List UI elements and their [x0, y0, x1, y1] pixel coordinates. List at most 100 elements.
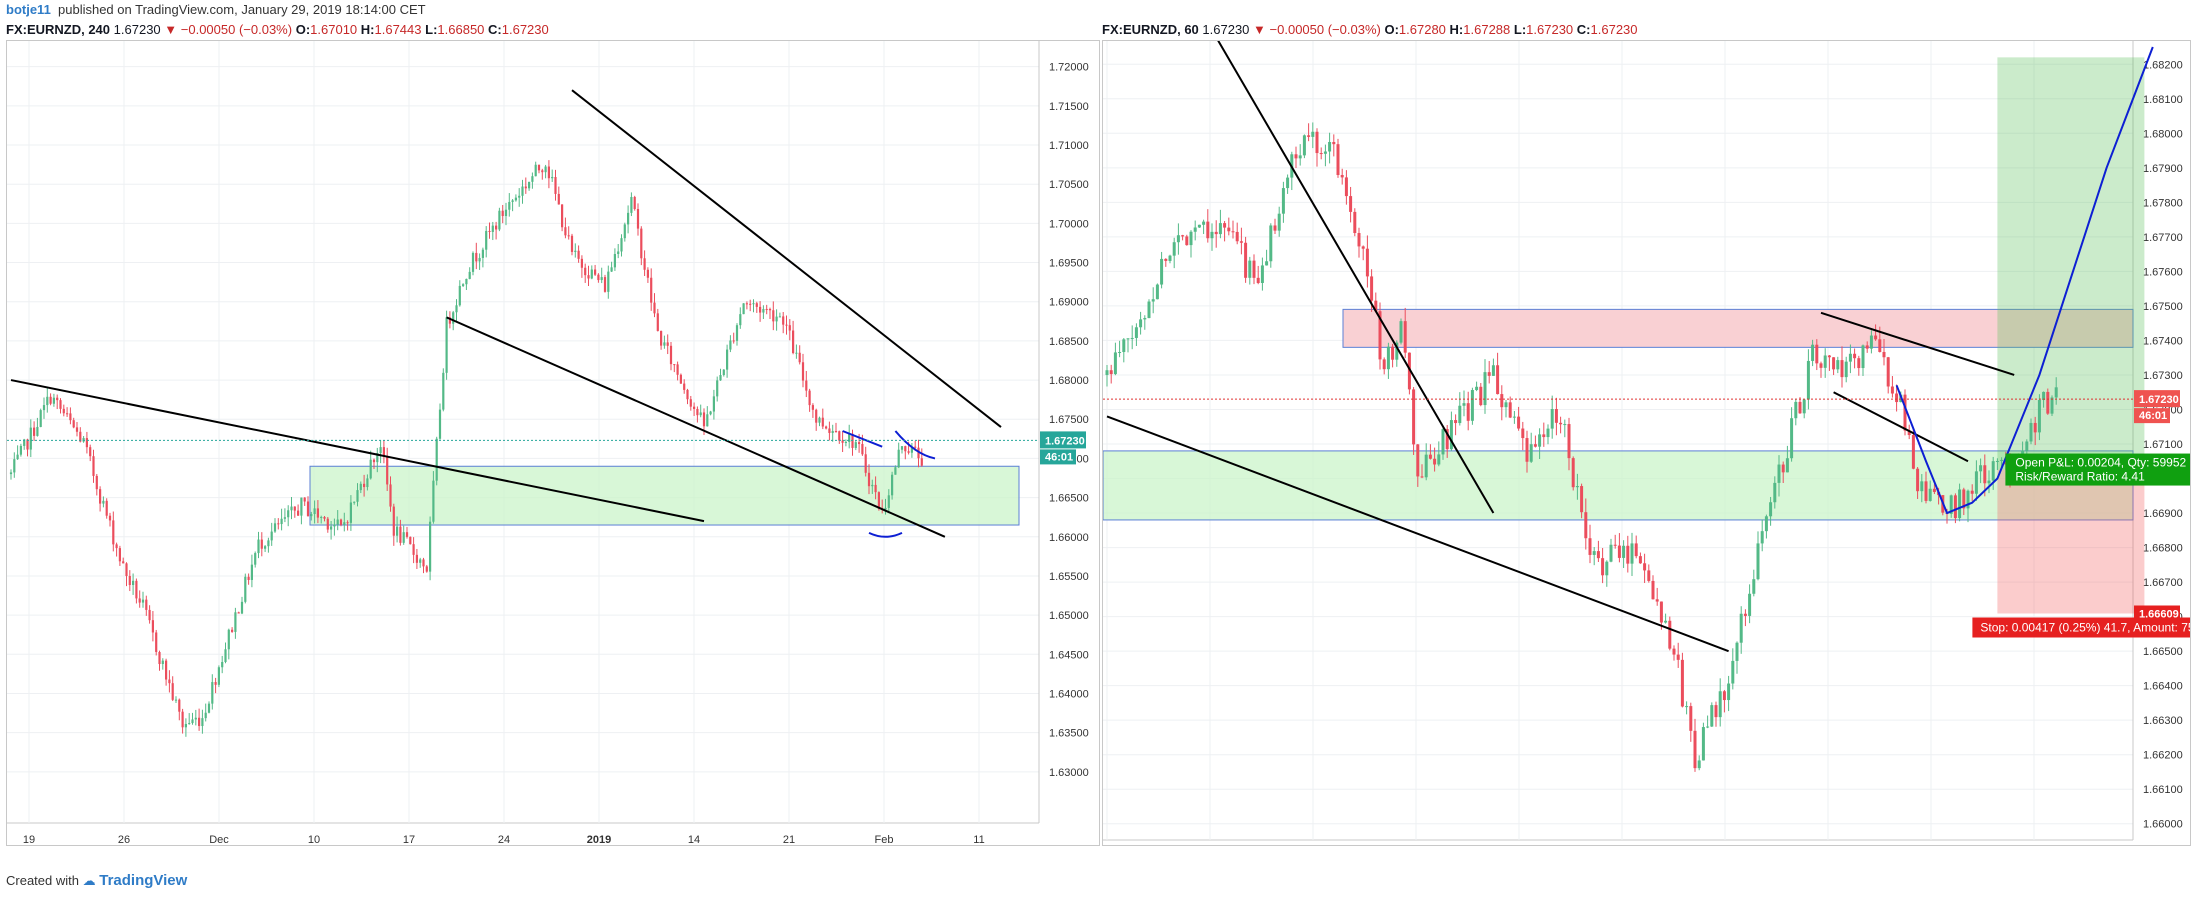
candle-body	[1571, 458, 1575, 488]
left-chart-svg[interactable]: 1.72000 1.71500 1.71000 1.70500 1.70000 1.695…	[7, 41, 1099, 845]
left-symbol[interactable]: FX:EURNZD, 240	[6, 22, 111, 37]
right-change: ▼ −0.00050 (−0.03%)	[1253, 22, 1381, 37]
candle-body	[287, 510, 290, 518]
candle-body	[874, 484, 877, 493]
candle-body	[554, 177, 557, 194]
candle-body	[1903, 394, 1907, 431]
candle-body	[1748, 593, 1752, 616]
candle-body	[914, 446, 917, 448]
candle-body	[732, 340, 735, 342]
candle-body	[1697, 760, 1701, 769]
candle-body	[1680, 659, 1684, 707]
candle-body	[1865, 345, 1869, 349]
trendline[interactable]	[1820, 311, 2015, 376]
candle-body	[1525, 438, 1529, 462]
candle-body	[1512, 416, 1516, 418]
trendline[interactable]	[446, 316, 946, 538]
trendline[interactable]	[1208, 41, 1495, 514]
countdown-box	[2134, 408, 2170, 424]
pnl-box[interactable]	[2005, 453, 2190, 486]
trendline[interactable]	[1833, 391, 1969, 463]
candle-body	[148, 609, 151, 621]
drawn-curve[interactable]	[868, 531, 903, 538]
candle-body	[425, 566, 428, 572]
left-c-label: C:	[488, 22, 502, 37]
support-zone[interactable]	[309, 465, 1020, 526]
position-stop-area[interactable]	[1997, 469, 2145, 614]
candle-body	[1143, 318, 1147, 320]
candle-body	[115, 544, 118, 549]
candle-body	[1470, 390, 1474, 421]
candle-body	[445, 317, 448, 373]
forecast-curve[interactable]	[1895, 46, 2154, 515]
candle-body	[1869, 335, 1873, 349]
candle-body	[570, 235, 574, 252]
candle-body	[772, 310, 775, 322]
candle-body	[1239, 241, 1243, 243]
candle-body	[547, 166, 550, 179]
right-chart-pane[interactable]: 1.68200 1.68100 1.68000 1.67900 1.67800 1.677…	[1102, 40, 2191, 846]
candle-body	[1567, 424, 1571, 459]
candle-body	[646, 269, 649, 278]
candle-body	[679, 374, 682, 384]
candle-body	[894, 467, 897, 475]
candle-body	[23, 439, 26, 446]
candle-body	[1580, 486, 1584, 513]
candle-body	[1617, 545, 1621, 558]
candle-body	[405, 532, 409, 537]
candle-body	[1685, 706, 1689, 708]
candle-body	[1781, 464, 1785, 473]
candle-body	[1676, 654, 1680, 660]
candle-body	[1424, 454, 1428, 478]
candle-body	[514, 197, 517, 201]
candle-body	[729, 340, 732, 350]
candle-body	[650, 277, 653, 303]
trendline[interactable]	[10, 379, 705, 523]
candle-body	[1861, 345, 1865, 369]
y-tick-label: 1.66900	[2143, 508, 2183, 520]
right-chart-svg[interactable]: 1.68200 1.68100 1.68000 1.67900 1.67800 1.677…	[1103, 41, 2190, 845]
candle-body	[1701, 727, 1705, 761]
candle-body	[1168, 255, 1172, 261]
candle-body	[1357, 233, 1361, 247]
candle-body	[49, 396, 52, 404]
trendline[interactable]	[1106, 415, 1729, 653]
stop-box[interactable]	[1972, 617, 2190, 638]
tradingview-brand[interactable]: TradingView	[99, 872, 188, 889]
x-tick-label: 14	[688, 834, 700, 845]
candle-body	[501, 210, 504, 217]
resistance-zone[interactable]	[1342, 308, 2134, 348]
position-target-area[interactable]	[1997, 57, 2145, 470]
candle-body	[161, 660, 164, 665]
candle-body	[69, 413, 72, 421]
candle-body	[1197, 224, 1201, 228]
candle-body	[1491, 365, 1495, 376]
candle-body	[478, 257, 481, 262]
candle-body	[1542, 434, 1546, 438]
y-tick-label: 1.66800	[2143, 543, 2183, 555]
candle-body	[1328, 141, 1332, 152]
right-last: 1.67230	[1202, 22, 1250, 37]
x-tick-label: Feb	[875, 834, 894, 845]
footer: Created with ☁ TradingView	[6, 872, 187, 889]
candle-body	[1995, 460, 1999, 462]
support-zone[interactable]	[1103, 450, 2134, 521]
candle-body	[1231, 231, 1235, 233]
drawn-curve[interactable]	[894, 430, 936, 460]
candle-body	[610, 267, 613, 272]
candle-body	[399, 526, 402, 543]
y-tick-label: 1.68000	[2143, 128, 2183, 140]
left-chart-pane[interactable]: 1.72000 1.71500 1.71000 1.70500 1.70000 1.695…	[6, 40, 1100, 846]
candle-body	[1970, 490, 1974, 494]
right-symbol[interactable]: FX:EURNZD, 60	[1102, 22, 1199, 37]
candle-body	[1517, 416, 1521, 429]
candle-body	[1105, 370, 1109, 375]
y-tick-label: 1.71000	[1049, 140, 1089, 152]
candle-body	[290, 506, 293, 511]
drawn-curve[interactable]	[842, 430, 883, 448]
candle-body	[1672, 648, 1676, 655]
trendline[interactable]	[571, 89, 1002, 428]
candle-body	[775, 316, 778, 322]
author-name[interactable]: botje11	[6, 2, 51, 17]
candle-body	[1584, 512, 1588, 539]
